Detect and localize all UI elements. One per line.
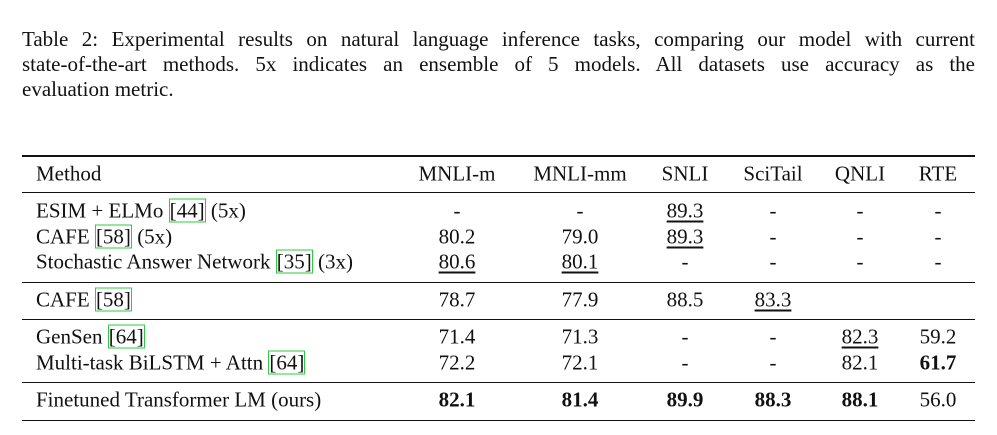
caption-line: Table 2: Experimental results on natural… xyxy=(22,27,975,51)
value-cell: 80.6 xyxy=(438,249,476,274)
value-cell: 71.3 xyxy=(561,324,599,349)
method-cell: Method xyxy=(36,161,102,186)
value-cell: 89.9 xyxy=(666,387,704,412)
table-rule xyxy=(22,192,975,193)
method-cell: Stochastic Answer Network [35] (3x) xyxy=(36,249,353,274)
table-rule xyxy=(22,319,975,320)
citation[interactable]: [64] xyxy=(268,350,306,374)
value-cell: QNLI xyxy=(834,161,886,186)
value-cell: - xyxy=(856,198,864,223)
citation[interactable]: [64] xyxy=(107,324,145,349)
method-cell: CAFE [58] (5x) xyxy=(36,224,173,248)
value-cell: 88.5 xyxy=(666,287,704,311)
value-cell: SNLI xyxy=(661,161,709,186)
citation[interactable]: [58] xyxy=(94,224,132,248)
value-cell: 56.0 xyxy=(919,387,957,412)
value-cell: 81.4 xyxy=(561,387,599,412)
method-cell: Finetuned Transformer LM (ours) xyxy=(36,387,322,412)
value-cell: 59.2 xyxy=(919,324,957,349)
value-cell: 72.1 xyxy=(561,350,599,374)
value-cell: - xyxy=(856,249,864,274)
value-cell: 78.7 xyxy=(438,287,476,311)
caption-line: state-of-the-art methods. 5x indicates a… xyxy=(22,52,975,76)
value-cell: 71.4 xyxy=(438,324,476,349)
value-cell: SciTail xyxy=(743,161,803,186)
value-cell: 82.1 xyxy=(841,350,879,374)
value-cell: - xyxy=(681,350,689,374)
method-cell: CAFE [58] xyxy=(36,287,132,311)
value-cell: - xyxy=(934,249,942,274)
method-cell: Multi-task BiLSTM + Attn [64] xyxy=(36,350,306,374)
value-cell: - xyxy=(681,249,689,274)
value-cell: RTE xyxy=(918,161,958,186)
value-cell: - xyxy=(769,324,777,349)
value-cell: - xyxy=(576,198,584,223)
table-rule xyxy=(22,281,975,283)
value-cell: 88.3 xyxy=(754,387,792,412)
value-cell: 80.1 xyxy=(561,249,599,274)
value-cell: - xyxy=(681,324,689,349)
value-cell: 61.7 xyxy=(919,350,957,374)
citation[interactable]: [44] xyxy=(168,198,206,223)
value-cell: - xyxy=(769,249,777,274)
value-cell: 88.1 xyxy=(841,387,879,412)
citation[interactable]: [35] xyxy=(275,249,313,274)
value-cell: 80.2 xyxy=(438,224,476,248)
value-cell: 82.3 xyxy=(841,324,879,349)
method-cell: GenSen [64] xyxy=(36,324,145,349)
value-cell: - xyxy=(769,224,777,248)
value-cell: - xyxy=(453,198,461,223)
value-cell: 83.3 xyxy=(754,287,792,311)
value-cell: 89.3 xyxy=(666,224,704,248)
value-cell: 72.2 xyxy=(438,350,476,374)
value-cell: - xyxy=(934,198,942,223)
value-cell: 82.1 xyxy=(438,387,476,412)
table-rule xyxy=(22,155,975,157)
value-cell: - xyxy=(769,198,777,223)
caption-line: evaluation metric. xyxy=(22,77,174,101)
value-cell: MNLI-m xyxy=(418,161,496,186)
citation[interactable]: [58] xyxy=(94,287,132,311)
value-cell: - xyxy=(769,350,777,374)
table-rule xyxy=(22,382,975,383)
value-cell: 79.0 xyxy=(561,224,599,248)
value-cell: 89.3 xyxy=(666,198,704,223)
value-cell: - xyxy=(856,224,864,248)
table-rule xyxy=(22,419,975,421)
value-cell: - xyxy=(934,224,942,248)
method-cell: ESIM + ELMo [44] (5x) xyxy=(36,198,246,223)
value-cell: MNLI-mm xyxy=(533,161,627,186)
value-cell: 77.9 xyxy=(561,287,599,311)
